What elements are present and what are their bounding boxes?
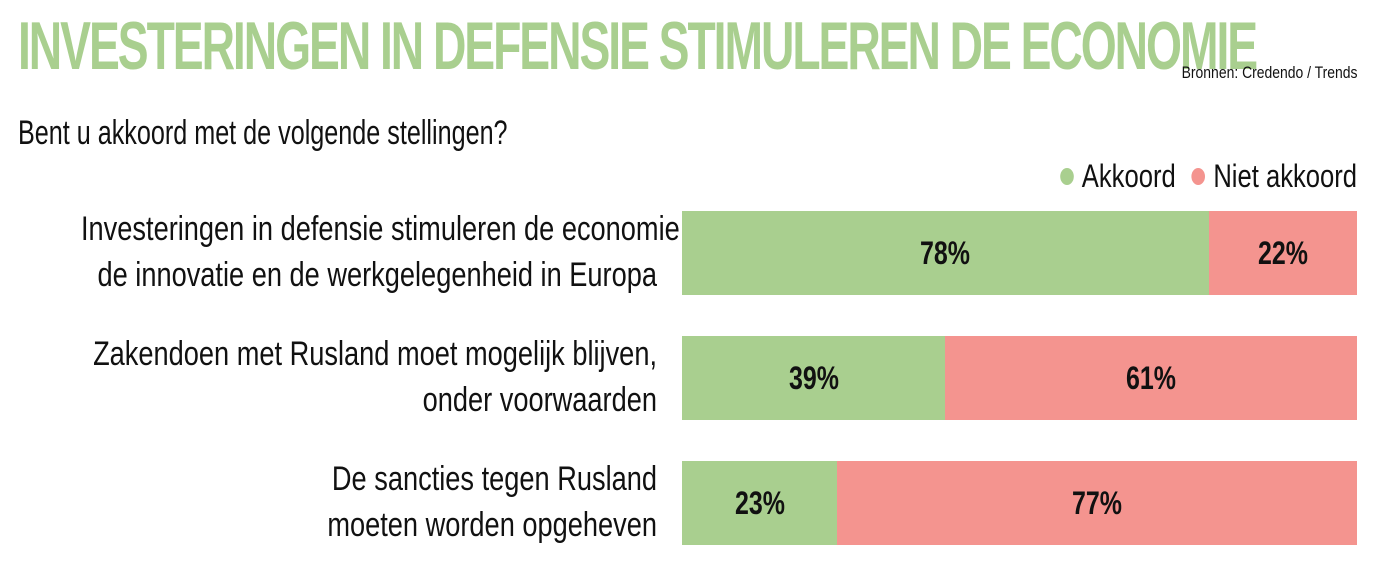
bar-row: 39% 61% <box>682 336 1357 420</box>
category-label: De sancties tegen Rusland moeten worden … <box>0 456 657 548</box>
bar-segment-akkoord: 39% <box>682 336 946 420</box>
category-label-line: Zakendoen met Rusland moet mogelijk blij… <box>93 335 657 373</box>
legend-item-akkoord: Akkoord <box>1060 156 1176 196</box>
chart-title: INVESTERINGEN IN DEFENSIE STIMULEREN DE … <box>18 8 1258 84</box>
legend-swatch-akkoord <box>1060 167 1074 185</box>
data-label: 39% <box>788 359 839 396</box>
category-label: Zakendoen met Rusland moet mogelijk blij… <box>0 331 657 423</box>
legend: Akkoord Niet akkoord <box>1044 154 1357 198</box>
bar-segment-akkoord: 78% <box>682 211 1209 295</box>
category-label-line: De sancties tegen Rusland <box>331 460 657 498</box>
legend-swatch-niet-akkoord <box>1191 167 1206 185</box>
data-label: 78% <box>920 234 971 271</box>
category-label-line: onder voorwaarden <box>422 381 657 419</box>
category-label-line: de innovatie en de werkgelegenheid in Eu… <box>97 256 657 294</box>
bar-segment-akkoord: 23% <box>682 461 838 545</box>
data-label: 61% <box>1126 359 1177 396</box>
category-label: Investeringen in defensie stimuleren de … <box>0 206 688 298</box>
bar-segment-niet-akkoord: 22% <box>1208 211 1357 295</box>
category-label-line: Investeringen in defensie stimuleren de … <box>81 210 688 248</box>
data-label: 22% <box>1257 234 1308 271</box>
legend-item-niet-akkoord: Niet akkoord <box>1191 156 1357 196</box>
chart-subtitle: Bent u akkoord met de volgende stellinge… <box>18 114 508 152</box>
bar-segment-niet-akkoord: 61% <box>945 336 1357 420</box>
bar-segment-niet-akkoord: 77% <box>837 461 1357 545</box>
legend-label-niet-akkoord: Niet akkoord <box>1213 158 1357 194</box>
bar-row: 23% 77% <box>682 461 1357 545</box>
legend-label-akkoord: Akkoord <box>1081 158 1176 194</box>
source-note: Bronnen: Credendo / Trends <box>1182 63 1358 82</box>
data-label: 23% <box>734 484 785 521</box>
category-label-line: moeten worden opgeheven <box>327 506 657 544</box>
bar-row: 78% 22% <box>682 211 1357 295</box>
data-label: 77% <box>1072 484 1123 521</box>
